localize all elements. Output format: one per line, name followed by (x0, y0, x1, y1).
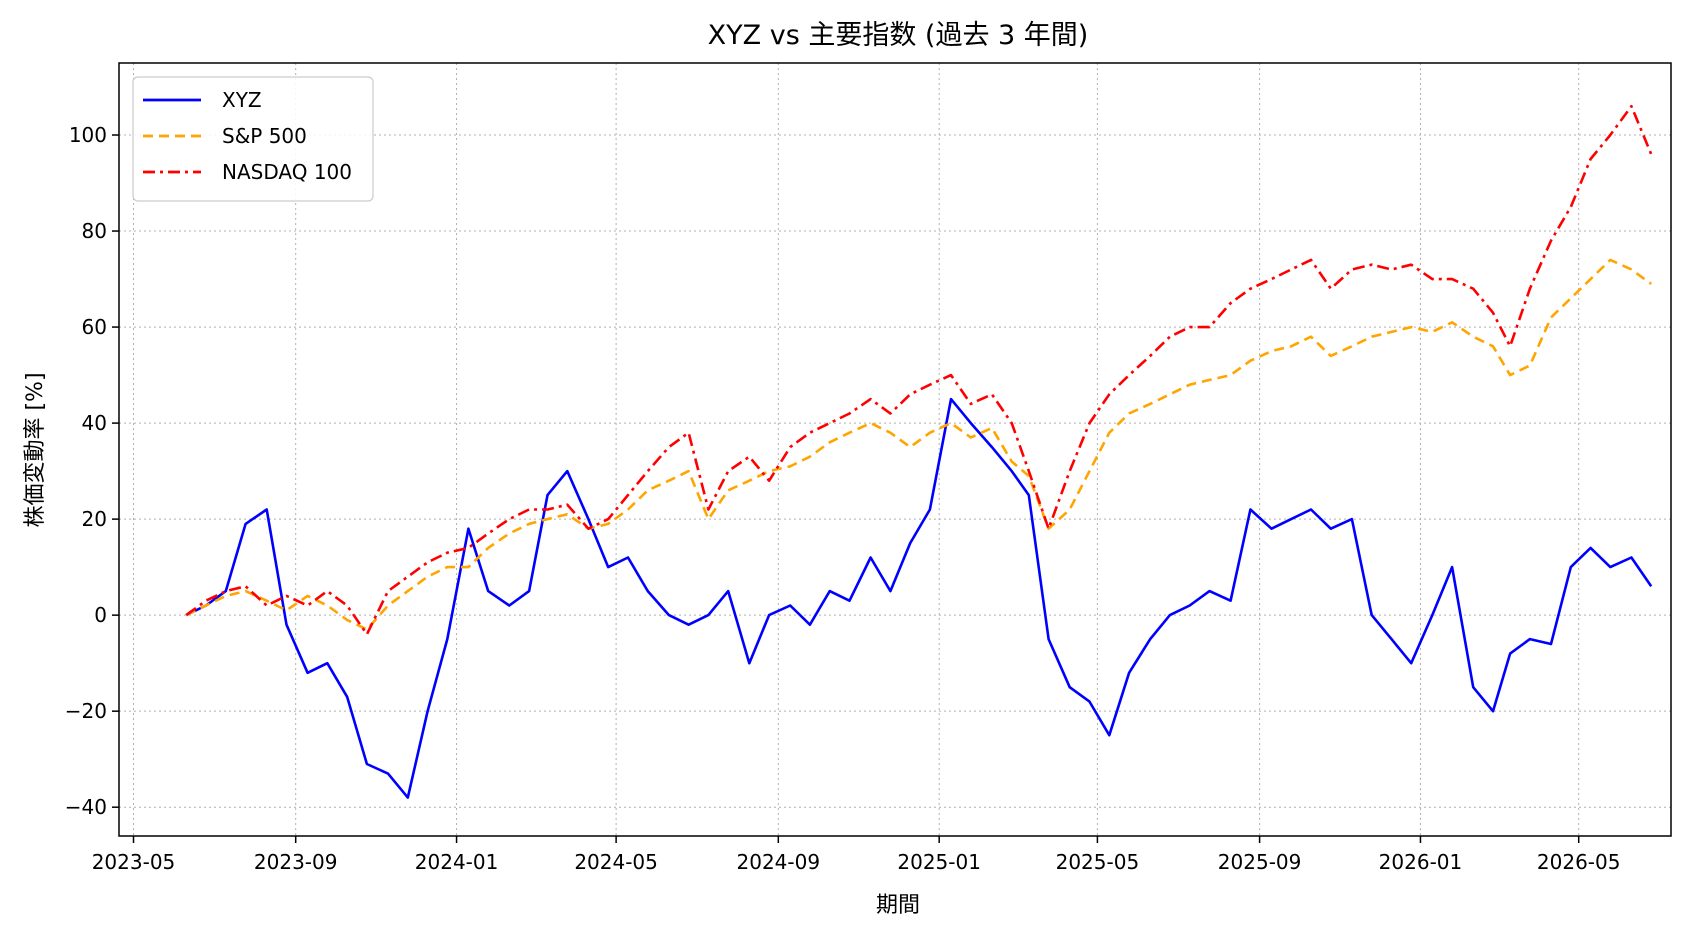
legend-label-1: S&P 500 (222, 124, 307, 148)
x-tick-label: 2023-05 (92, 850, 176, 874)
y-axis: −40 −20 0 20 40 60 80 100 (65, 123, 119, 819)
y-tick-label: 80 (82, 219, 107, 243)
plot-frame (118, 62, 1672, 837)
x-tick-label: 2025-09 (1218, 850, 1302, 874)
y-tick-label: 20 (82, 507, 107, 531)
y-tick-label: −20 (65, 699, 107, 723)
x-tick-label: 2026-01 (1379, 850, 1463, 874)
x-tick-label: 2026-05 (1537, 850, 1621, 874)
legend: XYZ S&P 500 NASDAQ 100 (132, 76, 374, 202)
series-group (185, 104, 1653, 799)
grid-lines (119, 63, 1671, 836)
y-tick-label: 0 (94, 603, 107, 627)
y-tick-label: −40 (65, 795, 107, 819)
x-axis: 2023-05 2023-09 2024-01 2024-05 2024-09 2025-… (92, 836, 1621, 874)
y-tick-label: 60 (82, 315, 107, 339)
legend-label-2: NASDAQ 100 (222, 160, 352, 184)
y-tick-label: 100 (69, 123, 107, 147)
x-tick-label: 2024-09 (737, 850, 821, 874)
x-axis-label: 期間 (876, 893, 920, 918)
legend-label-0: XYZ (222, 88, 262, 112)
x-tick-label: 2024-01 (415, 850, 499, 874)
x-tick-label: 2025-01 (897, 850, 981, 874)
x-tick-label: 2025-05 (1056, 850, 1140, 874)
y-axis-label: 株価変動率 [%] (23, 372, 48, 527)
series-line-2 (185, 104, 1653, 636)
plot-area (118, 62, 1672, 837)
x-tick-label: 2023-09 (254, 850, 338, 874)
chart-title: XYZ vs 主要指数 (過去 3 年間) (708, 20, 1089, 51)
x-tick-label: 2024-05 (574, 850, 658, 874)
series-line-0 (185, 397, 1653, 799)
y-tick-label: 40 (82, 411, 107, 435)
legend-box (132, 76, 374, 202)
series-line-1 (185, 258, 1652, 631)
